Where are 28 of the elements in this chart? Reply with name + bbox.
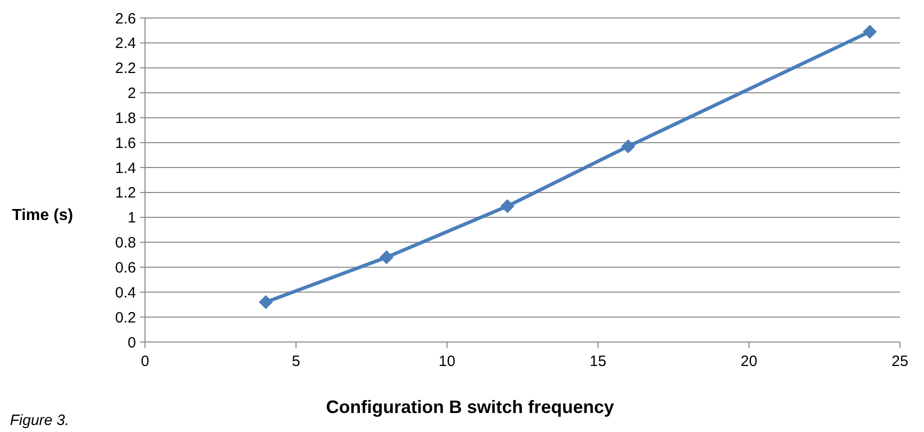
- point: [500, 199, 514, 214]
- x-tick-label: 25: [892, 353, 908, 370]
- y-tick-label: 0.6: [115, 259, 136, 276]
- x-axis-title: Configuration B switch frequency: [326, 397, 614, 417]
- y-tick-label: 1.6: [115, 134, 136, 152]
- point: [258, 295, 273, 310]
- y-tick-label: 0.8: [115, 234, 136, 252]
- y-tick-label: 0: [128, 334, 136, 352]
- y-tick-label: 1.4: [115, 160, 136, 177]
- caption: Figure 3.: [10, 412, 70, 429]
- y-tick-label: 2: [128, 85, 136, 102]
- x-tick-label: 15: [590, 353, 606, 370]
- x-tick-label: 10: [438, 353, 456, 370]
- x-tick-label: 0: [140, 353, 150, 370]
- y-tick-label: 1.8: [115, 110, 136, 127]
- y-tick-label: 1.2: [115, 184, 136, 202]
- x-tick-label: 20: [740, 353, 758, 370]
- point: [862, 24, 877, 39]
- point: [380, 250, 394, 264]
- point: [621, 139, 636, 154]
- y-tick-label: 0.4: [115, 284, 136, 302]
- y-tick-label: 2.4: [115, 35, 136, 52]
- y-axis-title: Time (s): [12, 207, 74, 224]
- x-tick-label: 5: [292, 353, 300, 370]
- y-tick-label: 0.2: [115, 309, 136, 326]
- y-tick-label: 1: [128, 210, 136, 227]
- y-tick-label: 2.6: [115, 10, 136, 28]
- y-tick-label: 2.2: [115, 60, 136, 78]
